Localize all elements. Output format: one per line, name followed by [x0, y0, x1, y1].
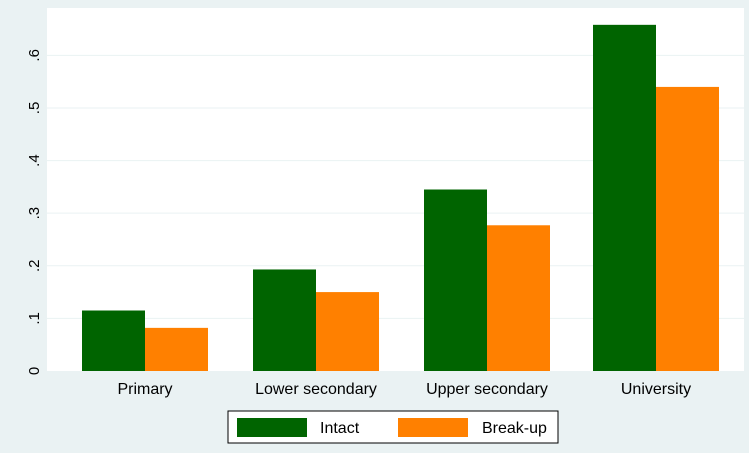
bar-break-up-3 [656, 86, 719, 372]
bar-break-up-2 [487, 225, 550, 371]
y-tick-label: .6 [26, 49, 43, 62]
legend-swatch-break-up [398, 418, 468, 437]
bar-intact-3 [593, 24, 656, 372]
bar-intact-0 [82, 310, 145, 371]
y-tick-label: .3 [26, 207, 43, 220]
y-tick-label: .4 [26, 154, 43, 167]
x-tick-label: Primary [117, 381, 172, 398]
bar-intact-1 [253, 269, 316, 371]
y-tick-label: .5 [26, 102, 43, 115]
x-tick-label: University [621, 381, 691, 398]
y-tick-label: .2 [26, 260, 43, 273]
x-tick-label: Lower secondary [255, 381, 377, 398]
y-axis: 0 .1 .2 .3 .4 .5 .6 [26, 49, 43, 375]
bar-intact-2 [424, 189, 487, 371]
x-axis: Primary Lower secondary Upper secondary Uni… [117, 381, 691, 398]
bar-break-up-1 [316, 292, 379, 371]
y-tick-label: 0 [26, 367, 43, 375]
y-tick-label: .1 [26, 312, 43, 325]
legend-label-intact: Intact [320, 420, 360, 437]
x-tick-label: Upper secondary [426, 381, 548, 398]
legend-swatch-intact [237, 418, 307, 437]
bar-break-up-0 [145, 327, 208, 371]
legend-label-break-up: Break-up [482, 420, 547, 437]
bars [82, 24, 719, 372]
legend: Intact Break-up [227, 410, 559, 444]
